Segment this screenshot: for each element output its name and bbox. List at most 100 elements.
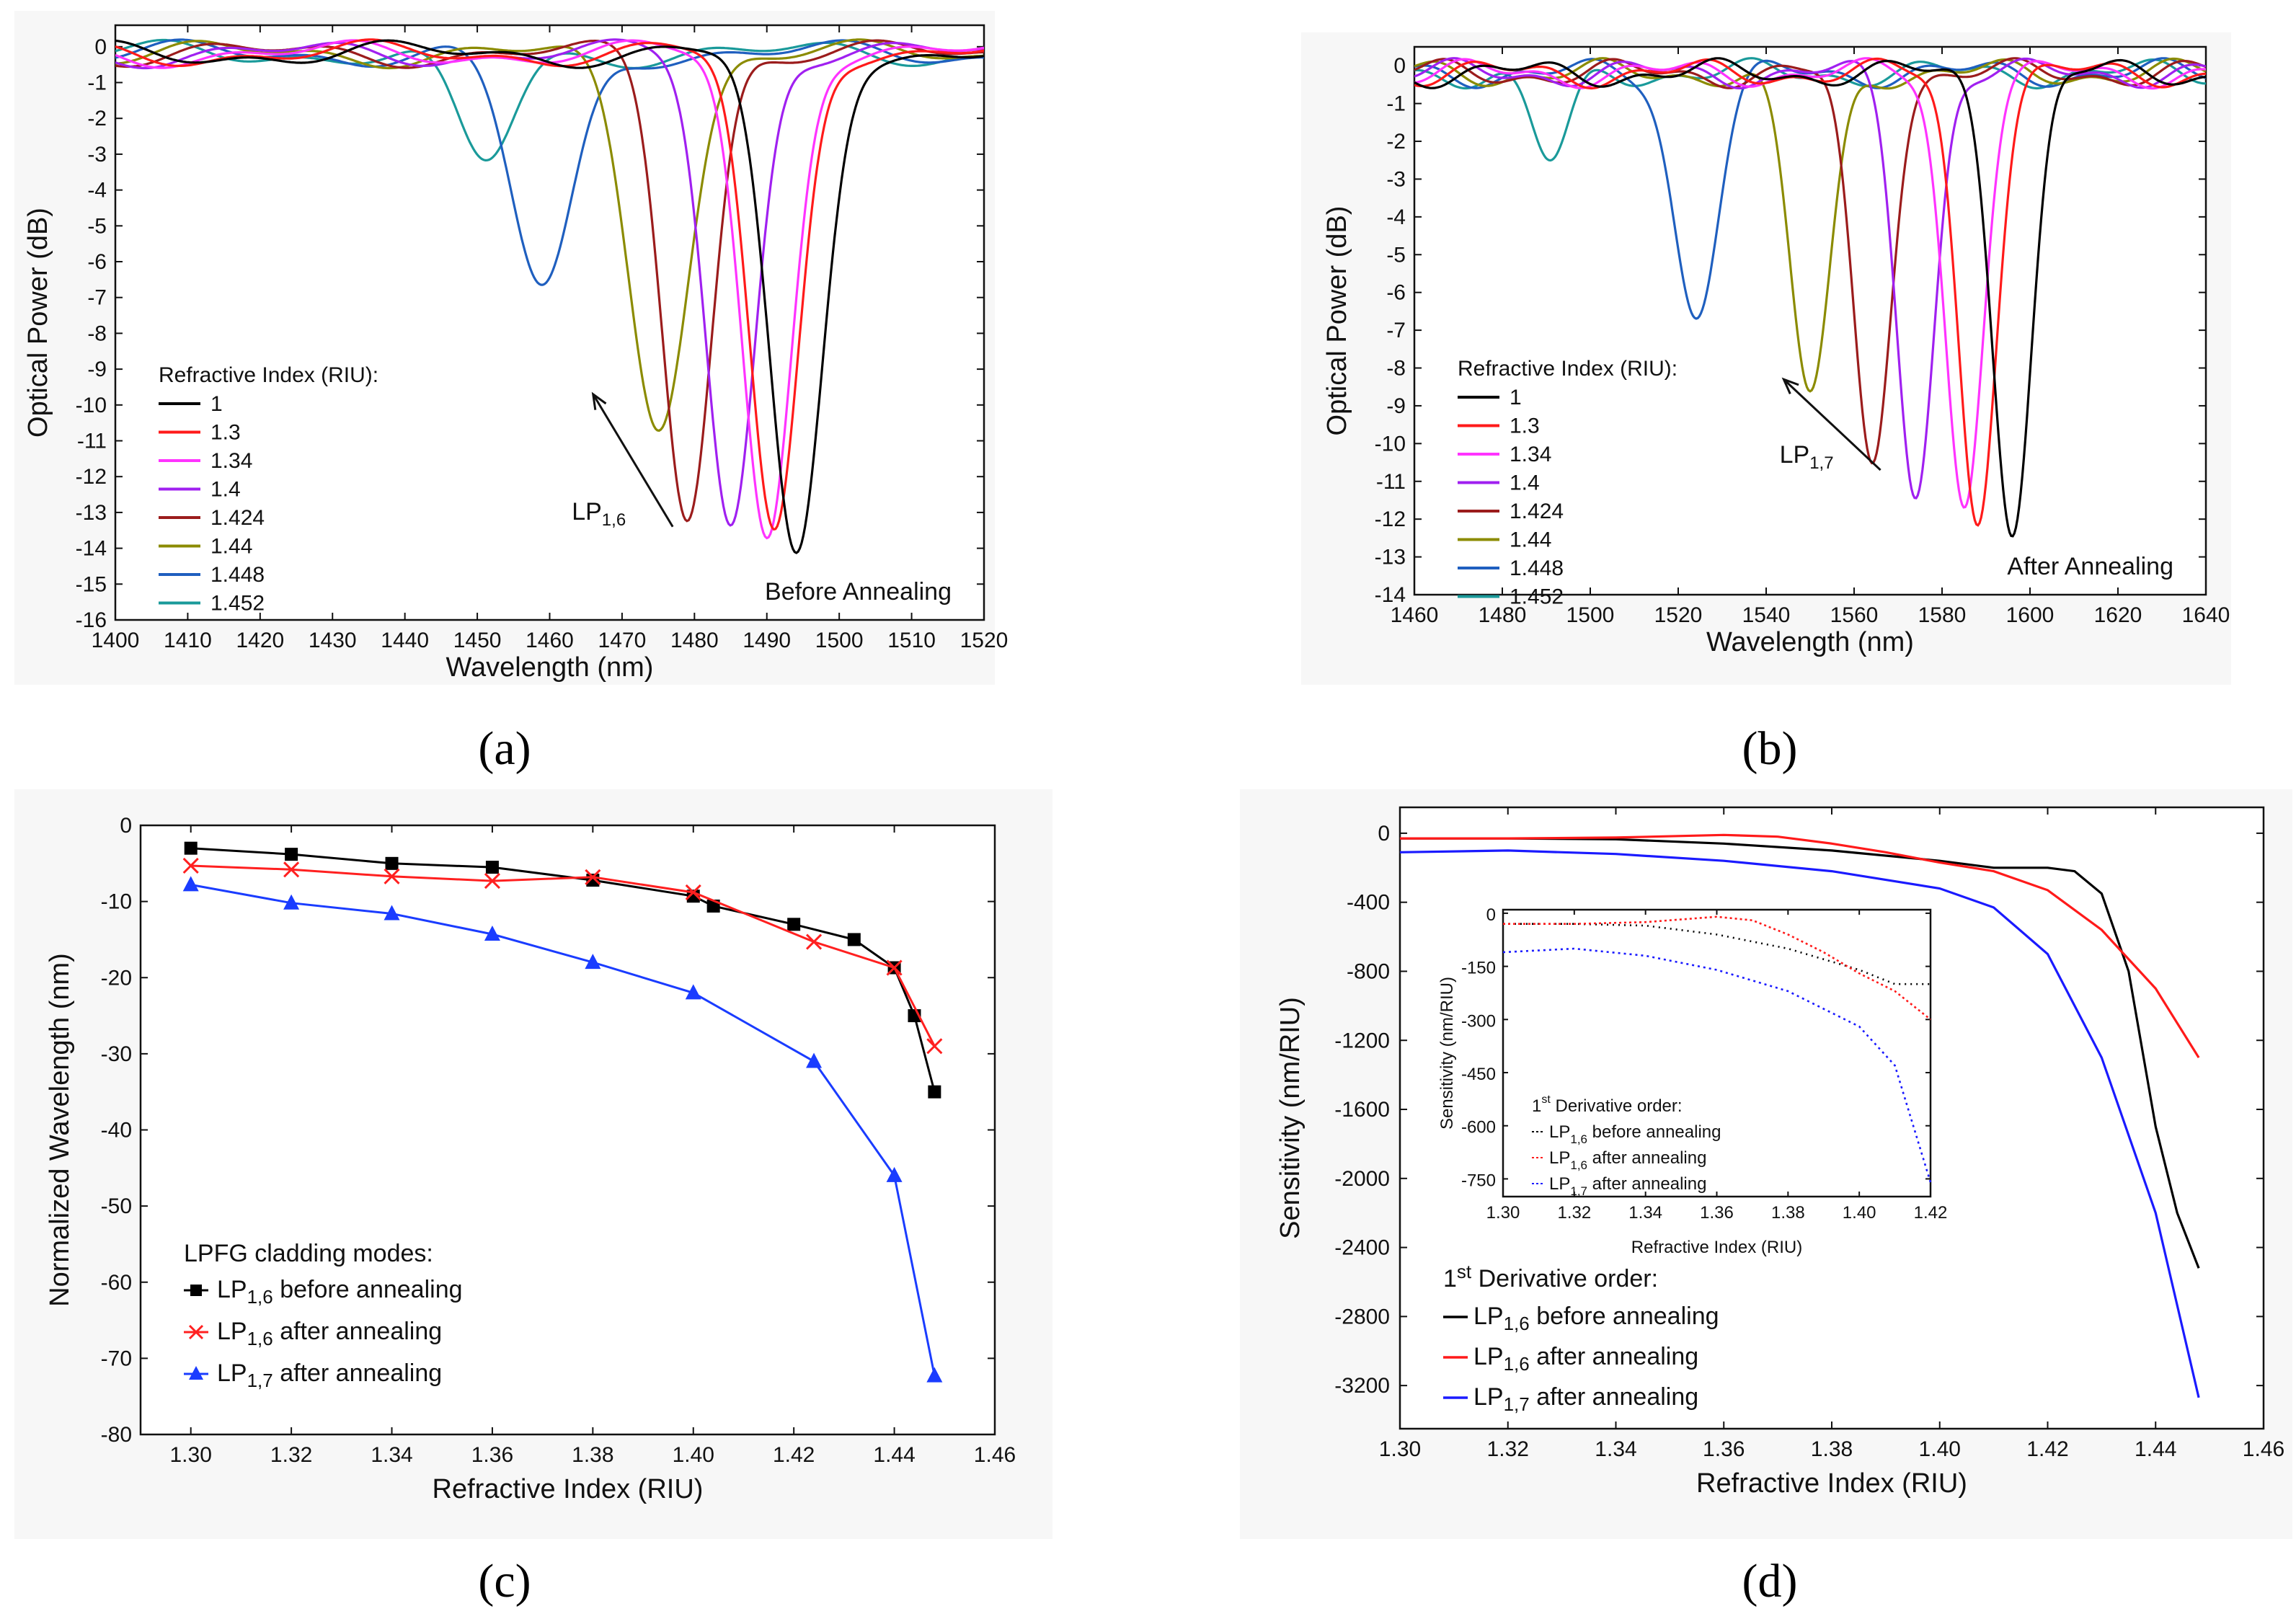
panel-d-inset-ytick-label: -600 bbox=[1461, 1118, 1496, 1137]
panel-a-ytick-label: -15 bbox=[76, 572, 107, 596]
panel-a-xtick-label: 1420 bbox=[236, 629, 284, 652]
panel-b-ytick-label: -13 bbox=[1375, 546, 1406, 569]
panel-d-ytick-label: -400 bbox=[1347, 891, 1390, 915]
panel-a-xtick-label: 1430 bbox=[309, 629, 357, 652]
panel-d-legend-label: LP1,7 after annealing bbox=[1473, 1383, 1698, 1415]
panel-c-legend-label: LP1,6 before annealing bbox=[217, 1276, 463, 1308]
panel-d-xtick-label: 1.40 bbox=[1919, 1437, 1961, 1461]
panel-b-ytick-label: -3 bbox=[1386, 167, 1406, 191]
panel-c-point-x-stroke bbox=[585, 869, 601, 885]
panel-c-point-x-stroke bbox=[384, 868, 400, 884]
panel-b-ytick-label: 0 bbox=[1393, 54, 1406, 78]
panel-a-ytick-label: -9 bbox=[87, 358, 107, 381]
panel-c-point-x bbox=[585, 869, 601, 885]
panel-d-ytick-label: 0 bbox=[1378, 822, 1390, 846]
panel-a-ytick-label: 0 bbox=[94, 35, 107, 59]
panel-c-xtick-label: 1.32 bbox=[270, 1443, 312, 1467]
panel-c-point-triangle bbox=[886, 1166, 903, 1182]
panel-d-inset-xtick-label: 1.38 bbox=[1771, 1203, 1805, 1223]
panel-d-series-line bbox=[1400, 833, 2200, 1059]
panel-b-ytick-label: -1 bbox=[1386, 92, 1406, 116]
panel-c-point-x-stroke bbox=[182, 857, 199, 874]
panel-c-ytick-label: -60 bbox=[101, 1271, 132, 1295]
panel-d-xtick-label: 1.34 bbox=[1595, 1437, 1636, 1461]
panel-a-xtick-label: 1400 bbox=[92, 629, 140, 652]
panel-a-ytick-label: -3 bbox=[87, 143, 107, 167]
panel-d-ytick-label: -2800 bbox=[1334, 1305, 1390, 1329]
panel-c-legend-label: LP1,6 after annealing bbox=[217, 1318, 442, 1349]
panel-a-ytick-label: -5 bbox=[87, 214, 107, 238]
panel-b-ytick-label: -4 bbox=[1386, 205, 1406, 229]
panel-b-xtick-label: 1560 bbox=[1830, 603, 1879, 627]
panel-a-x-axis-title: Wavelength (nm) bbox=[446, 652, 654, 683]
panel-a: 1400 1410 1420 1430 1440 1450 1460 1470 1480 1490… bbox=[14, 11, 1008, 775]
panel-a-legend-label: 1 bbox=[210, 392, 223, 416]
panel-c-point-x-stroke bbox=[283, 861, 300, 878]
panel-a-xtick-label: 1490 bbox=[743, 629, 791, 652]
panel-c-ytick-label: 0 bbox=[120, 814, 132, 838]
panel-a-xtick-label: 1500 bbox=[815, 629, 864, 652]
panel-c-plot-frame bbox=[139, 824, 996, 1436]
panel-d-inset-xtick-label: 1.42 bbox=[1914, 1203, 1948, 1223]
panel-b-xtick-label: 1600 bbox=[2006, 603, 2055, 627]
panel-c-xtick-label: 1.38 bbox=[572, 1443, 613, 1467]
panel-d-ytick-label: -800 bbox=[1347, 959, 1390, 983]
panel-b-legend-label: 1.452 bbox=[1510, 585, 1564, 609]
panel-c-legend-marker bbox=[188, 1324, 204, 1340]
panel-d-xtick-label: 1.30 bbox=[1379, 1437, 1421, 1461]
panel-a-series-line-1.3 bbox=[115, 38, 984, 531]
panel-b-legend-label: 1.3 bbox=[1510, 414, 1540, 438]
panel-c-point-square bbox=[485, 861, 499, 874]
panel-d-legend-label: LP1,6 before annealing bbox=[1473, 1303, 1719, 1334]
panel-d-inset-xtick-label: 1.36 bbox=[1700, 1203, 1734, 1223]
panel-a-series-line-1 bbox=[115, 39, 984, 554]
panel-c-ytick-label: -10 bbox=[101, 890, 132, 914]
panel-a-plot: 1400 1410 1420 1430 1440 1450 1460 1470 1480 1490… bbox=[23, 24, 1008, 683]
panel-c-point-triangle bbox=[585, 954, 601, 970]
panel-c-point-square bbox=[285, 848, 298, 861]
panel-b-xtick-label: 1640 bbox=[2182, 603, 2230, 627]
panel-b-legend-label: 1.34 bbox=[1510, 443, 1551, 466]
panel-a-ytick-label: -13 bbox=[76, 501, 107, 525]
panel-b-ytick-label: -12 bbox=[1375, 507, 1406, 531]
panel-a-mode-arrow-head bbox=[591, 391, 607, 410]
panel-b-plot: 1460 1480 1500 1520 1540 1560 1580 1600 1620 1640… bbox=[1322, 45, 2230, 657]
panel-d-xtick-label: 1.46 bbox=[2243, 1437, 2284, 1461]
panel-d-legend-label: LP1,6 after annealing bbox=[1473, 1343, 1698, 1375]
panel-d-series-line bbox=[1399, 849, 2200, 1398]
panel-b-xtick-label: 1460 bbox=[1391, 603, 1439, 627]
panel-b-mode-arrow-shaft bbox=[1783, 378, 1881, 471]
panel-b-xtick-label: 1620 bbox=[2094, 603, 2142, 627]
panel-c-point-triangle bbox=[283, 894, 300, 910]
panel-b-ytick-label: -10 bbox=[1375, 432, 1406, 456]
panel-a-ytick-label: -8 bbox=[87, 321, 107, 345]
panel-c-point-triangle bbox=[926, 1367, 943, 1383]
panel-b-label: (b) bbox=[1742, 722, 1798, 775]
panel-b-xtick-label: 1480 bbox=[1479, 603, 1527, 627]
panel-a-series-line-1.452 bbox=[115, 38, 984, 162]
panel-c-ytick-label: -40 bbox=[101, 1119, 132, 1143]
panel-d-ytick-label: -2000 bbox=[1334, 1167, 1390, 1191]
panel-c-ytick-label: -20 bbox=[101, 966, 132, 990]
panel-a-mode-arrow-shaft bbox=[592, 394, 674, 528]
panel-c-point-square bbox=[847, 933, 861, 946]
panel-c-legend-title: LPFG cladding modes: bbox=[184, 1240, 433, 1267]
panel-b-xtick-label: 1500 bbox=[1566, 603, 1615, 627]
panel-d-y-axis-title: Sensitivity (nm/RIU) bbox=[1275, 997, 1306, 1239]
panel-c-point-x-stroke bbox=[886, 959, 903, 976]
panel-b-mode-arrow-head bbox=[1781, 377, 1799, 394]
panel-c-label: (c) bbox=[478, 1555, 531, 1607]
panel-d: 1.30 1.32 1.34 1.36 1.38 1.40 1.42 1.44 1.46 0 -40… bbox=[1240, 789, 2292, 1607]
panel-b-condition-text: After Annealing bbox=[2007, 553, 2173, 580]
panel-b-series-line-1 bbox=[1414, 57, 2206, 538]
panel-d-inset-ytick-label: -750 bbox=[1461, 1171, 1496, 1190]
panel-d-label: (d) bbox=[1742, 1555, 1798, 1607]
panel-b-mode-label: LP1,7 bbox=[1780, 441, 1834, 473]
panel-d-inset-xtick-label: 1.40 bbox=[1843, 1203, 1876, 1223]
panel-c-xtick-label: 1.40 bbox=[673, 1443, 714, 1467]
panel-c-point-triangle bbox=[484, 926, 500, 941]
panel-a-xtick-label: 1440 bbox=[381, 629, 429, 652]
panel-b-ytick-label: -7 bbox=[1386, 319, 1406, 342]
panel-a-ytick-label: -2 bbox=[87, 107, 107, 130]
panel-d-series-line bbox=[1400, 837, 2200, 1269]
